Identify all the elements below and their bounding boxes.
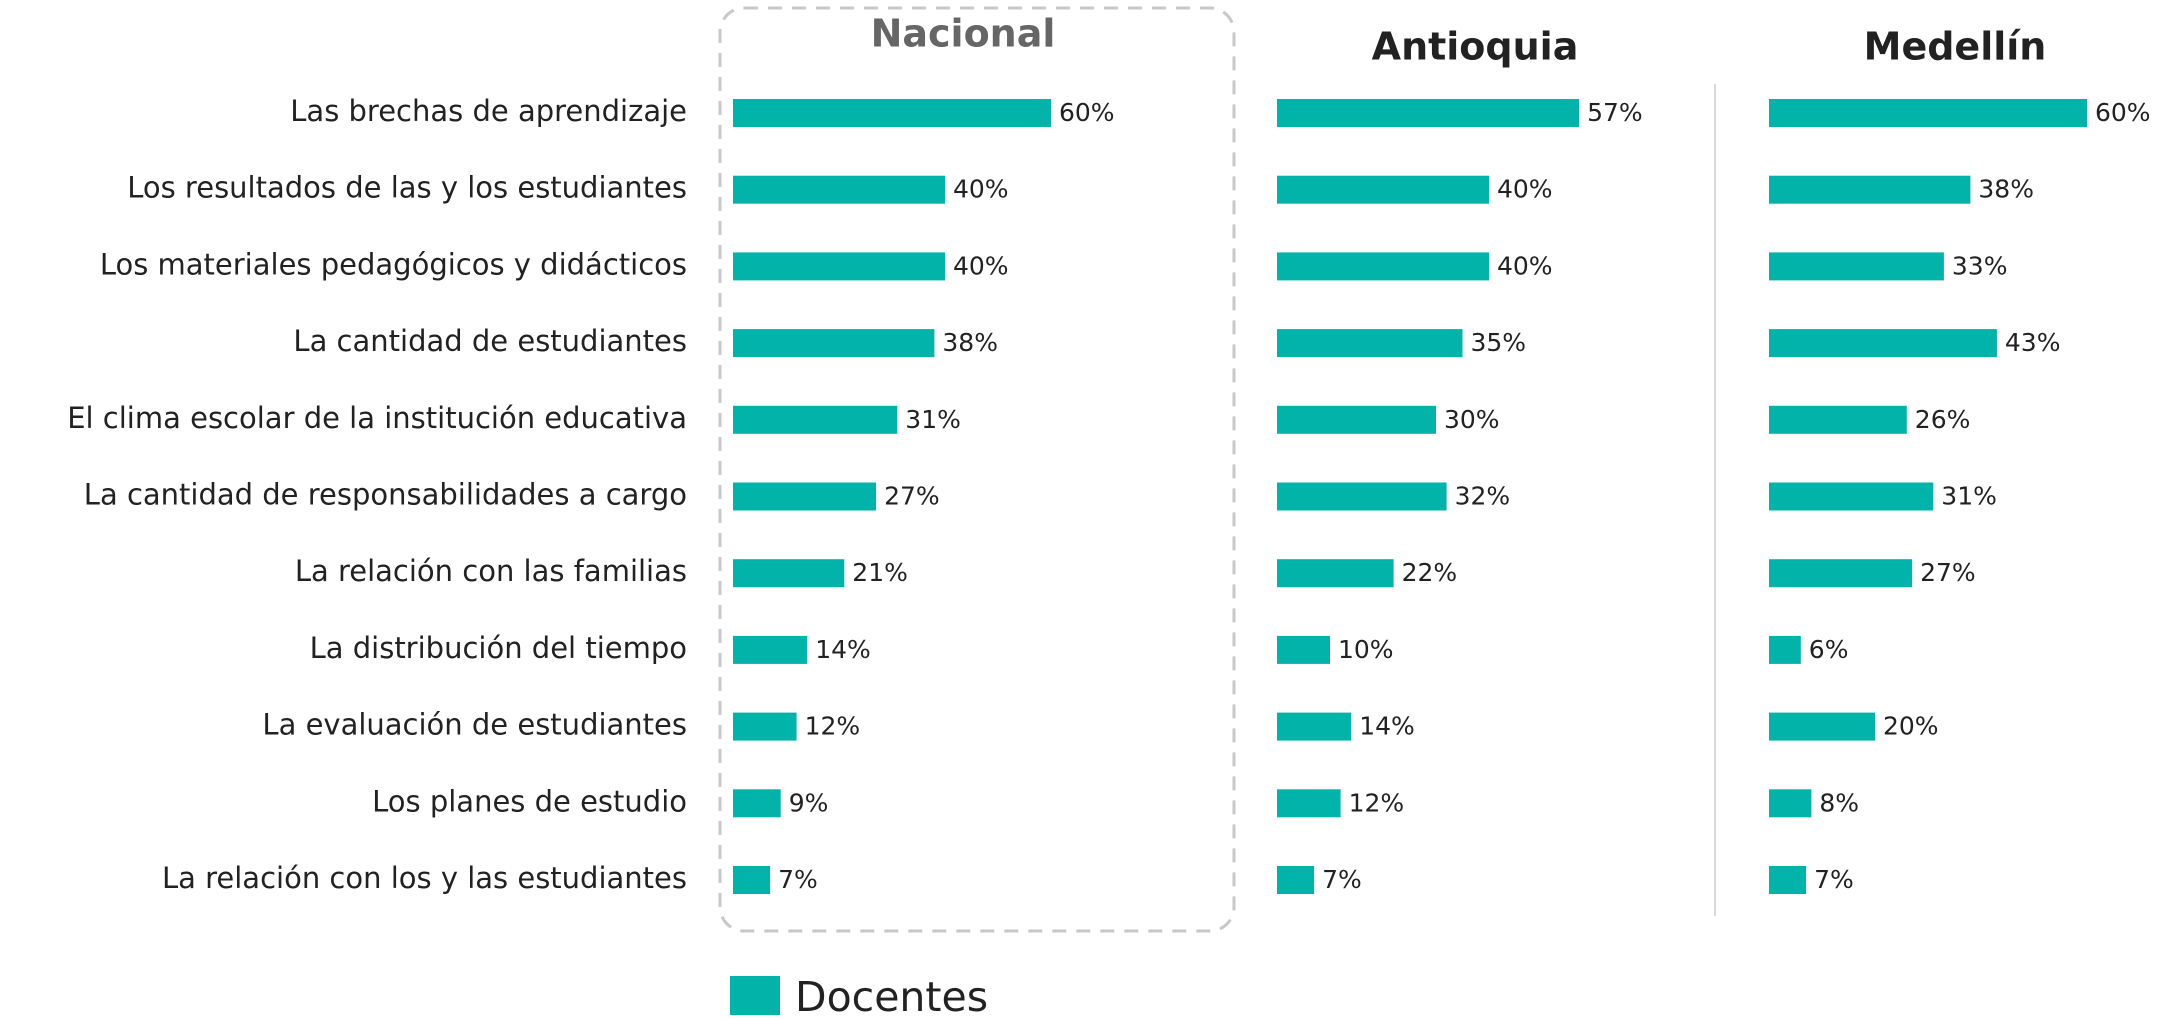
category-label: Los materiales pedagógicos y didácticos [100, 247, 687, 281]
category-label: Las brechas de aprendizaje [290, 94, 687, 128]
bar [1769, 252, 1944, 281]
bar [1769, 405, 1907, 434]
value-label: 12% [1349, 788, 1405, 817]
value-label: 31% [905, 405, 961, 434]
bar [1769, 635, 1801, 664]
value-label: 8% [1819, 788, 1859, 817]
category-label: La distribución del tiempo [310, 631, 687, 665]
value-label: 38% [1978, 175, 2034, 204]
category-label: La cantidad de estudiantes [293, 324, 687, 358]
bar [1277, 99, 1580, 127]
panel-title: Antioquia [1372, 25, 1579, 69]
value-label: 20% [1883, 712, 1939, 741]
value-label: 32% [1455, 482, 1511, 511]
value-label: 27% [884, 482, 940, 511]
bar [1769, 866, 1807, 894]
highlight-box [718, 6, 1236, 933]
bar [1769, 329, 1997, 358]
bar [733, 789, 781, 818]
value-label: 30% [1444, 405, 1500, 434]
value-label: 40% [1497, 251, 1553, 280]
bar [1277, 866, 1315, 894]
bar [1277, 712, 1352, 741]
value-label: 33% [1952, 251, 2008, 280]
value-label: 14% [1359, 712, 1415, 741]
value-label: 40% [953, 251, 1009, 280]
bar [1277, 635, 1330, 664]
bar [733, 635, 808, 664]
bar [1769, 559, 1913, 588]
bar [1277, 252, 1489, 281]
bar [733, 559, 845, 588]
value-label: 57% [1587, 98, 1643, 127]
panel-title: Nacional [871, 12, 1056, 56]
value-label: 26% [1915, 405, 1971, 434]
value-label: 43% [2005, 328, 2061, 357]
bar [1277, 482, 1447, 511]
value-label: 35% [1471, 328, 1527, 357]
bar [1277, 559, 1394, 588]
bar [733, 329, 935, 358]
category-label: La cantidad de responsabilidades a cargo [84, 478, 687, 512]
panel-title: Medellín [1864, 25, 2047, 69]
value-label: 60% [1059, 98, 1115, 127]
bar [1769, 712, 1875, 741]
value-label: 10% [1338, 635, 1394, 664]
bar [733, 175, 945, 204]
bar [1277, 175, 1489, 204]
value-label: 21% [852, 558, 908, 587]
value-label: 60% [2095, 98, 2151, 127]
value-label: 27% [1920, 558, 1976, 587]
bar [733, 482, 877, 511]
value-label: 6% [1809, 635, 1849, 664]
bar [1277, 405, 1436, 434]
category-label: Los resultados de las y los estudiantes [127, 171, 687, 205]
bar [1769, 482, 1934, 511]
value-label: 38% [942, 328, 998, 357]
value-label: 7% [1814, 865, 1854, 894]
value-label: 9% [789, 788, 829, 817]
value-label: 7% [1322, 865, 1362, 894]
category-label: El clima escolar de la institución educa… [67, 401, 687, 435]
value-label: 7% [778, 865, 818, 894]
value-label: 31% [1941, 482, 1997, 511]
bar [733, 712, 797, 741]
bar [733, 252, 945, 281]
bar [733, 99, 1051, 127]
value-label: 22% [1402, 558, 1458, 587]
category-label: Los planes de estudio [372, 784, 687, 818]
category-label: La relación con las familias [295, 554, 687, 588]
category-label: La relación con los y las estudiantes [162, 861, 687, 895]
category-label: La evaluación de estudiantes [262, 708, 687, 742]
legend-label: Docentes [795, 973, 988, 1015]
bar [1769, 789, 1812, 818]
legend-swatch [730, 976, 780, 1015]
value-label: 12% [805, 712, 861, 741]
value-label: 40% [1497, 175, 1553, 204]
bar [733, 405, 898, 434]
bar [1769, 99, 2087, 127]
bar [733, 866, 771, 894]
value-label: 14% [815, 635, 871, 664]
bar [1769, 175, 1971, 204]
bar [1277, 329, 1463, 358]
bar [1277, 789, 1341, 818]
value-label: 40% [953, 175, 1009, 204]
